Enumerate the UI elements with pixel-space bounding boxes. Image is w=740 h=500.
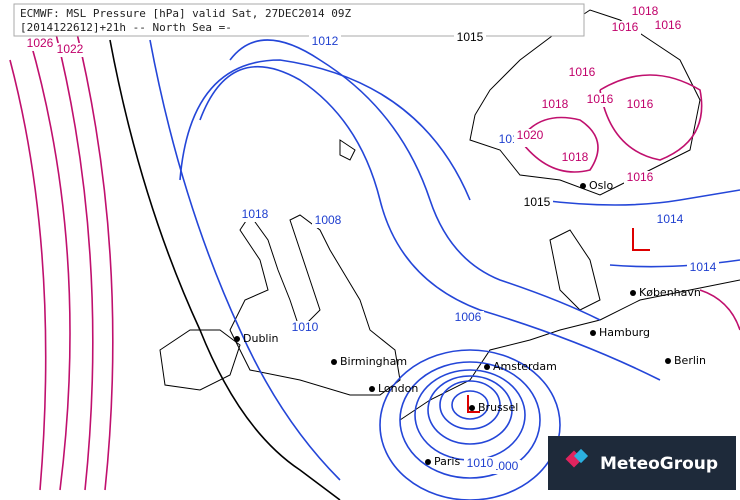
isobar-labels: 1012100810101006101410141000101410181010… [24, 4, 719, 474]
isobar-label: 1022 [57, 42, 84, 56]
city-label: Brussel [478, 401, 518, 414]
isobar-label: 1008 [315, 213, 342, 227]
label-bg [559, 151, 591, 165]
label-bg [521, 196, 553, 210]
city-label: Paris [434, 455, 460, 468]
label-bg [539, 98, 571, 112]
header-line: [2014122612]+21h -- North Sea =- [20, 21, 232, 34]
label-bg [514, 129, 546, 143]
label-bg [654, 213, 686, 227]
label-bg [609, 21, 641, 35]
label-bg [454, 31, 486, 45]
city-label: Dublin [243, 332, 279, 345]
label-bg [289, 321, 321, 335]
header-box [13, 3, 585, 37]
city-dot [484, 364, 490, 370]
isobar-label: 1016 [612, 20, 639, 34]
isobar-label: 1018 [542, 97, 569, 111]
isobar-label: 1020 [517, 128, 544, 142]
city-label: Hamburg [599, 326, 650, 339]
city-label: Oslo [589, 179, 613, 192]
label-bg [309, 35, 341, 49]
cities: Oslo København Hamburg Berlin Amsterdam Bruss… [234, 179, 706, 468]
isobar-label: 1018 [632, 4, 659, 18]
isobar-label: 1015 [524, 195, 551, 209]
city-dot [630, 290, 636, 296]
city-dot [425, 459, 431, 465]
city-dot [665, 358, 671, 364]
label-bg [239, 208, 271, 222]
isobar-label: 1026 [27, 36, 54, 50]
isobar-label: 1014 [690, 260, 717, 274]
city-dot [369, 386, 375, 392]
isobar-label: 1016 [655, 18, 682, 32]
city-dot [469, 405, 475, 411]
isobar-label: 1006 [455, 310, 482, 324]
label-bg [464, 457, 496, 471]
city-label: London [378, 382, 418, 395]
label-bg [54, 43, 86, 57]
isobar-label: 1010 [467, 456, 494, 470]
isobar-label: 1012 [312, 34, 339, 48]
logo-box [548, 436, 736, 490]
isobar-label: 1010 [292, 320, 319, 334]
isobar-label: 1000 [492, 459, 519, 473]
label-bg [489, 460, 521, 474]
city-label: Amsterdam [493, 360, 557, 373]
label-bg [624, 98, 656, 112]
city-label: København [639, 286, 701, 299]
city-label: Berlin [674, 354, 706, 367]
city-dot [590, 330, 596, 336]
label-bg [687, 261, 719, 275]
isobar-label: 1018 [242, 207, 269, 221]
city-dot [234, 336, 240, 342]
label-bg [566, 66, 598, 80]
logo-text: MeteoGroup [600, 454, 718, 474]
isobar-label: 1018 [562, 150, 589, 164]
label-bg [584, 93, 616, 107]
label-bg [652, 19, 684, 33]
isobar-label: 1015 [457, 30, 484, 44]
low-marker [467, 395, 480, 413]
logo-icon [573, 448, 589, 464]
city-label: Birmingham [340, 355, 407, 368]
label-bg [452, 311, 484, 325]
isobar-label: 1014 [657, 212, 684, 226]
low-marker [632, 228, 650, 251]
isobar-label: 1016 [569, 65, 596, 79]
label-bg [629, 5, 661, 19]
city-dot [580, 183, 586, 189]
isobar-label: 1016 [587, 92, 614, 106]
city-dot [331, 359, 337, 365]
header-line: ECMWF: MSL Pressure [hPa] valid Sat, 27D… [20, 7, 352, 20]
isobar-label: 1016 [627, 170, 654, 184]
label-bg [24, 37, 56, 51]
label-bg [312, 214, 344, 228]
label-bg [624, 171, 656, 185]
isobars [9, 24, 740, 500]
isobar-label: 1016 [627, 97, 654, 111]
